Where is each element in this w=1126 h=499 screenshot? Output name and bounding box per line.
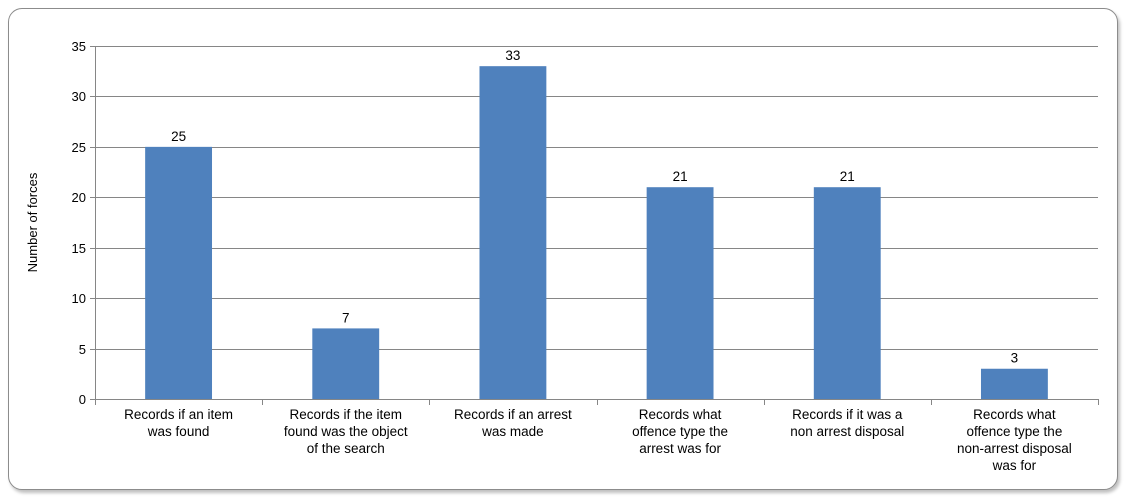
data-label: 3 — [1011, 351, 1019, 366]
y-tick-label: 5 — [79, 342, 86, 357]
data-label: 21 — [840, 169, 855, 184]
category-label: offence type the — [967, 424, 1063, 439]
category-label: was made — [481, 424, 544, 439]
y-tick-label: 25 — [72, 140, 86, 155]
category-label: of the search — [307, 441, 385, 456]
bar — [646, 187, 714, 399]
category-label: Records what — [639, 407, 722, 422]
category-label: was found — [147, 424, 210, 439]
category-label: arrest was for — [639, 441, 721, 456]
data-label: 33 — [505, 48, 520, 63]
y-axis-ticks: 0 5 10 15 20 25 30 35 — [72, 39, 86, 407]
data-labels: 25 7 33 21 21 3 — [171, 48, 1018, 366]
y-tick-label: 20 — [72, 190, 86, 205]
gridlines — [90, 46, 1099, 405]
category-label: Records if the item — [289, 407, 402, 422]
category-label: offence type the — [632, 424, 728, 439]
data-label: 7 — [342, 310, 350, 325]
y-axis-label: Number of forces — [25, 172, 40, 272]
bar — [312, 328, 380, 399]
category-label: non arrest disposal — [790, 424, 904, 439]
category-label: Records if an item — [124, 407, 233, 422]
bar — [479, 66, 547, 400]
y-tick-label: 10 — [72, 291, 86, 306]
data-label: 25 — [171, 129, 186, 144]
category-label: Records if an arrest — [454, 407, 572, 422]
y-tick-label: 0 — [79, 392, 86, 407]
bar — [813, 187, 881, 399]
category-label: Records what — [973, 407, 1056, 422]
category-label: Records if it was a — [792, 407, 903, 422]
category-label: non-arrest disposal — [957, 441, 1072, 456]
bar — [145, 146, 213, 399]
category-label: found was the object — [284, 424, 408, 439]
bar — [980, 368, 1048, 399]
category-label: was for — [992, 458, 1037, 473]
x-axis-categories: Records if an item was found Records if th… — [124, 407, 1072, 473]
bars — [145, 66, 1048, 400]
y-tick-label: 35 — [72, 39, 86, 54]
data-label: 21 — [673, 169, 688, 184]
y-tick-label: 30 — [72, 89, 86, 104]
y-tick-label: 15 — [72, 241, 86, 256]
